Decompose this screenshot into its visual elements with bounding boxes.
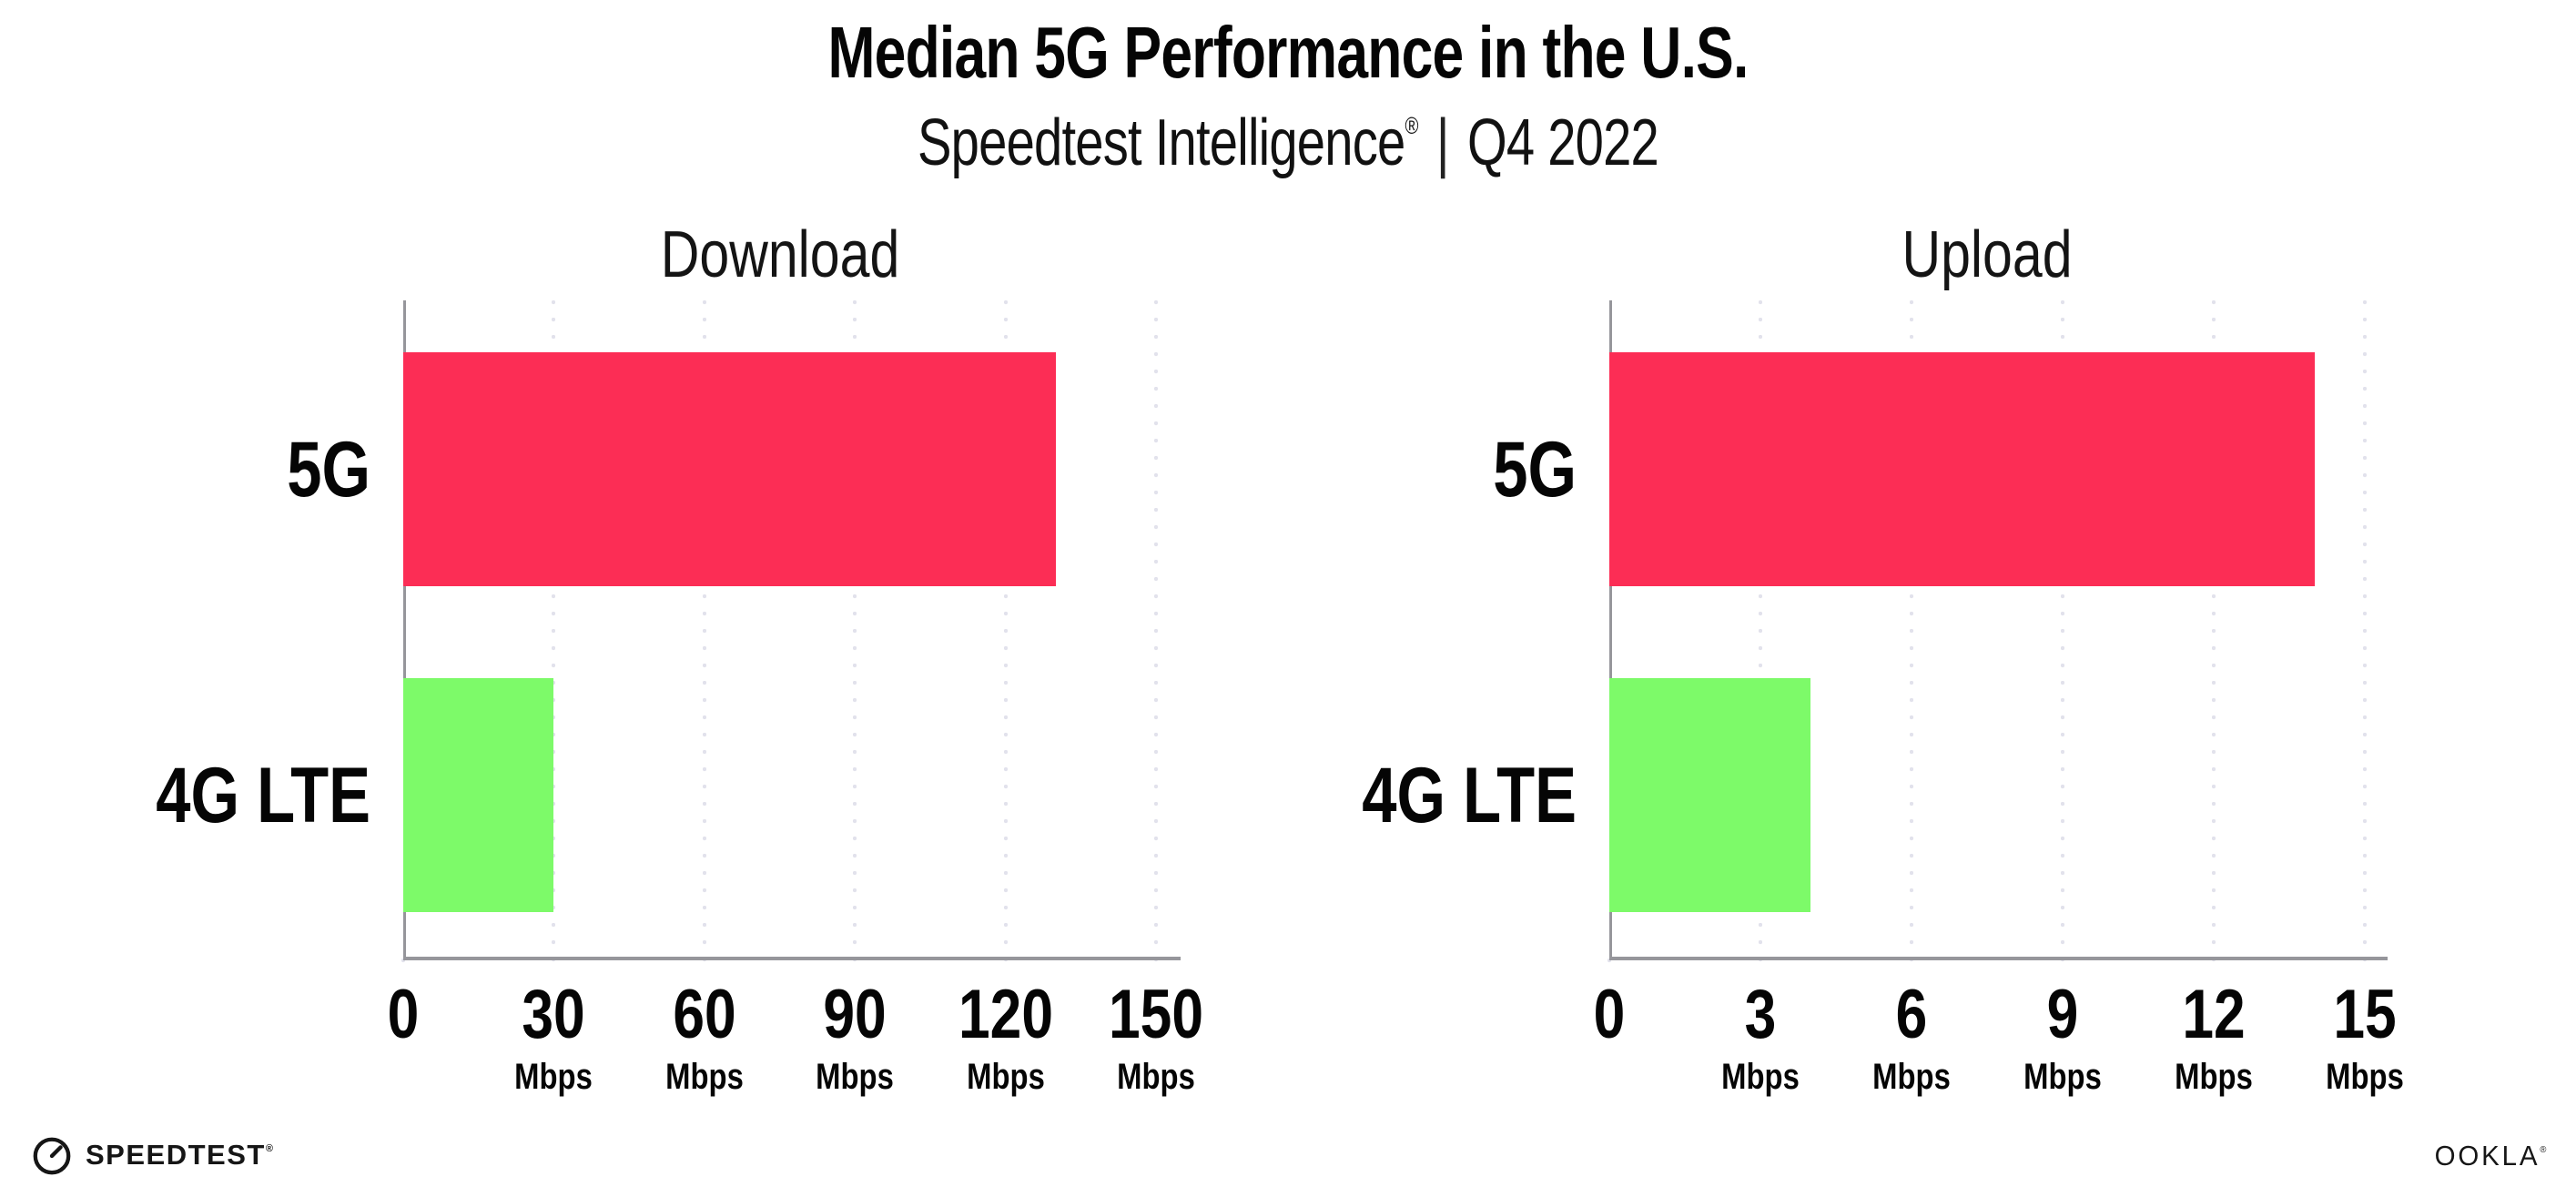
category-label-download-5g: 5G: [287, 425, 370, 513]
tick-unit: Mbps: [966, 1057, 1045, 1097]
tick-value: 0: [1593, 976, 1626, 1053]
tick-label-download-150: 150 Mbps: [1109, 976, 1203, 1097]
tick-unit: Mbps: [1721, 1057, 1800, 1097]
gridline-download-150: [1154, 300, 1158, 972]
tick-unit: Mbps: [1117, 1057, 1195, 1097]
speedtest-registered-mark: ®: [265, 1143, 275, 1154]
category-label-download-4g-lte: 4G LTE: [156, 751, 370, 839]
tick-label-download-90: 90 Mbps: [816, 976, 895, 1097]
speedtest-wordmark: SPEEDTEST®: [86, 1139, 275, 1171]
category-label-upload-5g: 5G: [1493, 425, 1577, 513]
tick-label-upload-15: 15 Mbps: [2326, 976, 2404, 1097]
tick-label-upload-9: 9 Mbps: [2023, 976, 2102, 1097]
gridline-download-60: [702, 300, 706, 972]
tick-label-download-30: 30 Mbps: [514, 976, 593, 1097]
ookla-logo: OOKLA®: [2434, 1140, 2549, 1172]
chart-upload: Upload 5G 4G LTE 0 3 Mbps 6 Mbps 9 Mbps 12 Mbps 15 Mb…: [1362, 222, 2404, 1095]
y-axis-download: [403, 300, 406, 959]
y-axis-upload: [1609, 300, 1612, 959]
ookla-registered-mark: ®: [2540, 1145, 2549, 1155]
tick-unit: Mbps: [1872, 1057, 1951, 1097]
tick-label-download-0: 0: [388, 980, 420, 1050]
tick-unit: Mbps: [664, 1057, 744, 1097]
speedtest-logo: SPEEDTEST®: [31, 1134, 274, 1176]
gridline-download-30: [552, 300, 556, 972]
gridline-upload-3: [1759, 300, 1762, 972]
gridline-upload-0: [1607, 959, 1611, 972]
tick-value: 12: [2182, 976, 2246, 1053]
bar-upload-4g-lte: [1609, 678, 1811, 912]
bar-upload-5g: [1609, 352, 2315, 586]
tick-unit: Mbps: [2175, 1057, 2253, 1097]
gridline-upload-15: [2363, 300, 2367, 972]
chart-download: Download 5G 4G LTE 0 30 Mbps 60 Mbps 90 Mbps 120 Mb…: [156, 222, 1203, 1095]
page-title: Median 5G Performance in the U.S.: [827, 12, 1749, 93]
gridline-download-90: [853, 300, 857, 972]
page-subtitle: Speedtest Intelligence® | Q4 2022: [917, 107, 1659, 179]
x-axis-upload: [1609, 957, 2388, 960]
bar-download-4g-lte: [403, 678, 554, 912]
gridline-upload-12: [2212, 300, 2216, 972]
tick-value: 120: [958, 976, 1053, 1053]
chart-title-upload: Upload: [1902, 218, 2073, 291]
tick-value: 15: [2333, 976, 2397, 1053]
x-axis-download: [403, 957, 1181, 960]
subtitle-period: Q4 2022: [1467, 107, 1659, 179]
chart-title-download: Download: [660, 218, 899, 291]
tick-value: 150: [1109, 976, 1203, 1053]
tick-unit: Mbps: [2326, 1057, 2404, 1097]
subtitle-separator: |: [1435, 107, 1450, 179]
subtitle-brand: Speedtest Intelligence: [917, 107, 1405, 179]
tick-value: 90: [823, 976, 887, 1053]
gridline-upload-6: [1910, 300, 1913, 972]
ookla-wordmark: OOKLA: [2434, 1140, 2541, 1172]
tick-value: 3: [1744, 976, 1777, 1053]
tick-label-download-60: 60 Mbps: [664, 976, 744, 1097]
gridline-download-120: [1003, 300, 1008, 972]
tick-value: 60: [673, 976, 736, 1053]
gridline-download-0: [401, 959, 405, 972]
tick-unit: Mbps: [514, 1057, 593, 1097]
tick-label-upload-12: 12 Mbps: [2175, 976, 2253, 1097]
tick-label-upload-6: 6 Mbps: [1872, 976, 1951, 1097]
category-label-upload-4g-lte: 4G LTE: [1362, 751, 1577, 839]
tick-unit: Mbps: [2023, 1057, 2102, 1097]
tick-label-upload-0: 0: [1594, 980, 1626, 1050]
tick-value: 6: [1895, 976, 1928, 1053]
speedtest-gauge-icon: [31, 1134, 73, 1176]
tick-unit: Mbps: [816, 1057, 895, 1097]
bar-download-5g: [403, 352, 1056, 586]
tick-label-download-120: 120 Mbps: [958, 976, 1053, 1097]
tick-label-upload-3: 3 Mbps: [1721, 976, 1800, 1097]
tick-value: 9: [2046, 976, 2079, 1053]
tick-value: 0: [387, 976, 420, 1053]
registered-mark: ®: [1405, 112, 1418, 139]
tick-value: 30: [522, 976, 586, 1053]
gridline-upload-9: [2061, 300, 2064, 972]
